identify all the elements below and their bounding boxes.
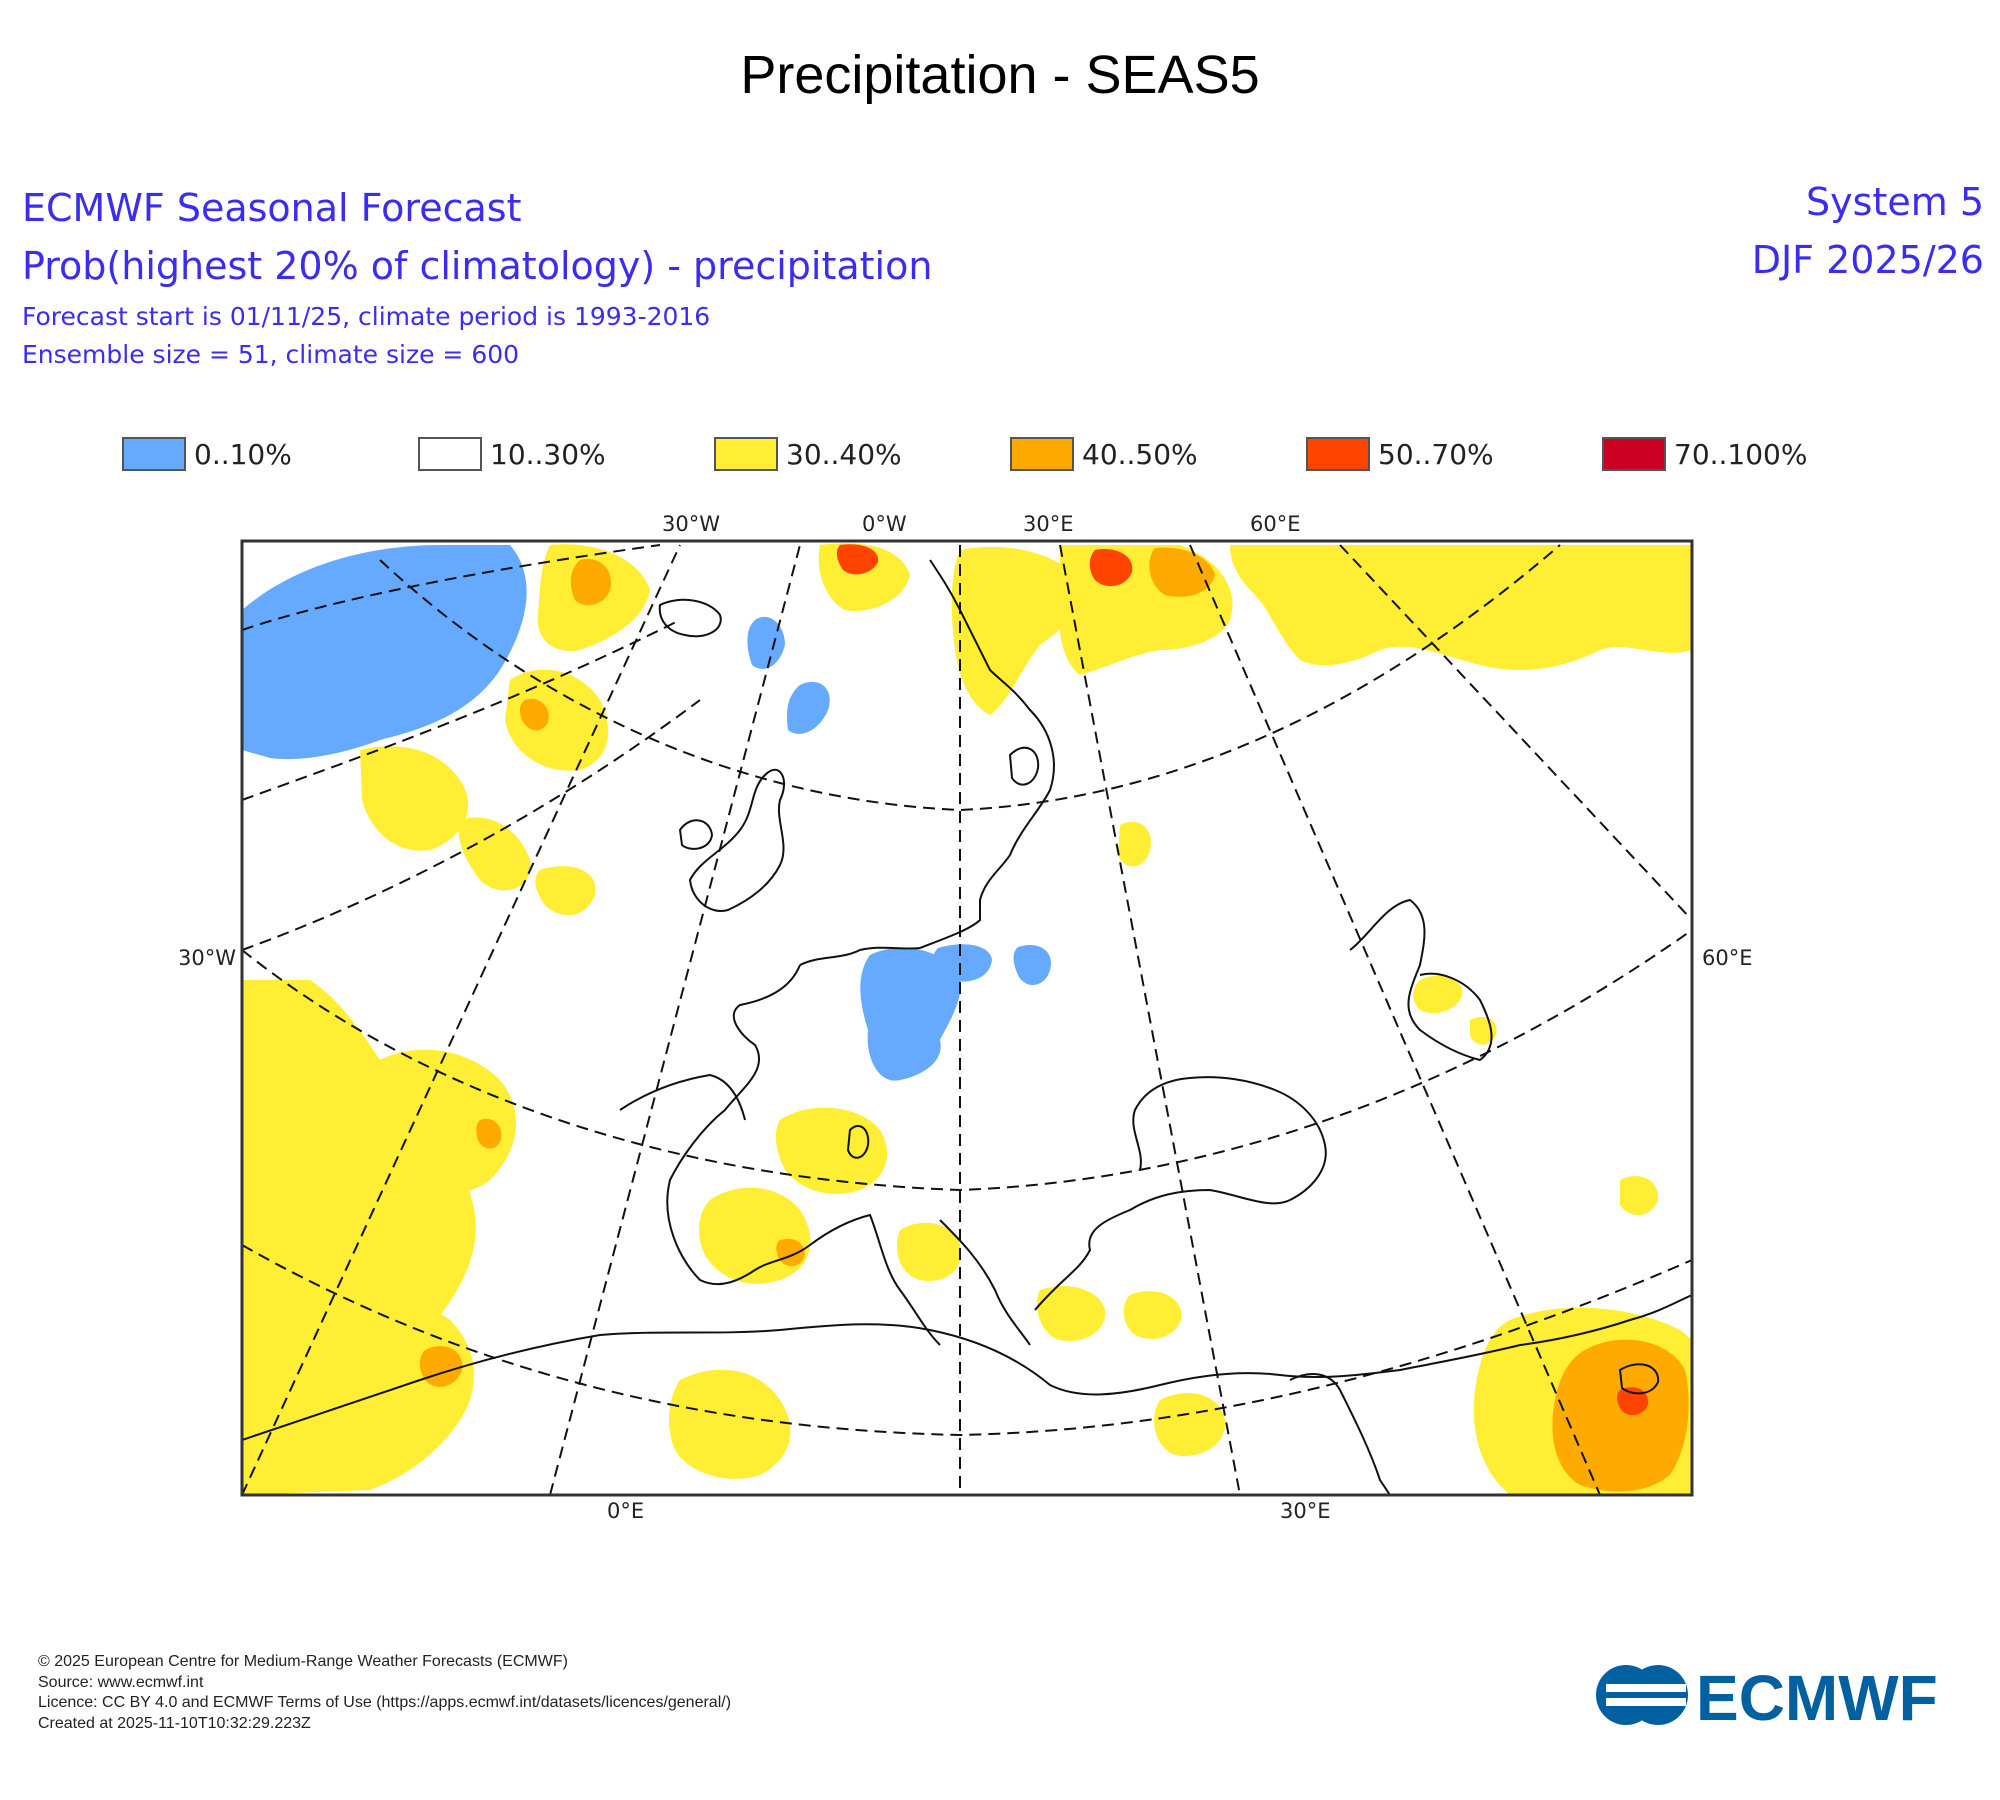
ecmwf-logo: ECMWF <box>1596 1662 1938 1728</box>
legend-item: 70..100% <box>1602 434 1807 474</box>
axis-label-bottom: 30°E <box>1280 1499 1331 1523</box>
axis-label-top: 60°E <box>1250 512 1301 536</box>
legend-label: 0..10% <box>194 437 292 471</box>
header-season: DJF 2025/26 <box>1751 238 1984 282</box>
footer-credits: © 2025 European Centre for Medium-Range … <box>38 1652 731 1734</box>
legend-label: 10..30% <box>490 437 606 471</box>
europe-precipitation-map: 30°W 0°W 30°E 60°E 30°W 60°E 0°E 30°E <box>180 512 1753 1523</box>
map-field <box>242 543 1692 1495</box>
axis-label-top: 30°W <box>662 512 720 536</box>
legend-label: 30..40% <box>786 437 902 471</box>
legend-swatch <box>1602 437 1666 471</box>
ecmwf-logo-text: ECMWF <box>1696 1662 1938 1728</box>
legend-item: 10..30% <box>418 434 606 474</box>
axis-label-left: 30°W <box>180 946 236 970</box>
legend-item: 40..50% <box>1010 434 1198 474</box>
legend-item: 50..70% <box>1306 434 1494 474</box>
legend-label: 40..50% <box>1082 437 1198 471</box>
header-system: System 5 <box>1806 180 1984 224</box>
above-normal-40-50-regions <box>419 547 1689 1492</box>
legend-item: 0..10% <box>122 434 292 474</box>
legend-label: 70..100% <box>1674 437 1808 471</box>
footer-copyright: © 2025 European Centre for Medium-Range … <box>38 1653 568 1670</box>
coastlines <box>242 559 1692 1495</box>
footer-source: Source: www.ecmwf.int <box>38 1673 204 1691</box>
footer-created: Created at 2025-11-10T10:32:29.223Z <box>38 1714 311 1732</box>
axis-label-right: 60°E <box>1702 946 1753 970</box>
header-forecast-name: ECMWF Seasonal Forecast <box>22 186 522 230</box>
graticule <box>242 544 1692 1495</box>
legend-swatch <box>1010 437 1074 471</box>
map-frame <box>240 539 1694 1497</box>
chart-title: Precipitation - SEAS5 <box>740 45 1260 105</box>
header-ensemble-size: Ensemble size = 51, climate size = 600 <box>22 340 520 369</box>
axis-label-bottom: 0°E <box>607 1499 644 1523</box>
legend-label: 50..70% <box>1378 437 1494 471</box>
axis-label-top: 0°W <box>862 512 907 536</box>
legend-item: 30..40% <box>714 434 902 474</box>
legend-swatch <box>714 437 778 471</box>
legend-swatch <box>122 437 186 471</box>
ecmwf-logo-mark-icon <box>1596 1665 1688 1725</box>
above-normal-50-70-regions <box>836 544 1649 1416</box>
axis-label-top: 30°E <box>1023 512 1074 536</box>
header-forecast-start: Forecast start is 01/11/25, climate peri… <box>22 302 711 331</box>
header-probability-description: Prob(highest 20% of climatology) - preci… <box>22 244 933 288</box>
legend-swatch <box>418 437 482 471</box>
footer-licence: Licence: CC BY 4.0 and ECMWF Terms of Us… <box>38 1694 732 1711</box>
legend-swatch <box>1306 437 1370 471</box>
below-normal-regions <box>242 545 1051 1081</box>
